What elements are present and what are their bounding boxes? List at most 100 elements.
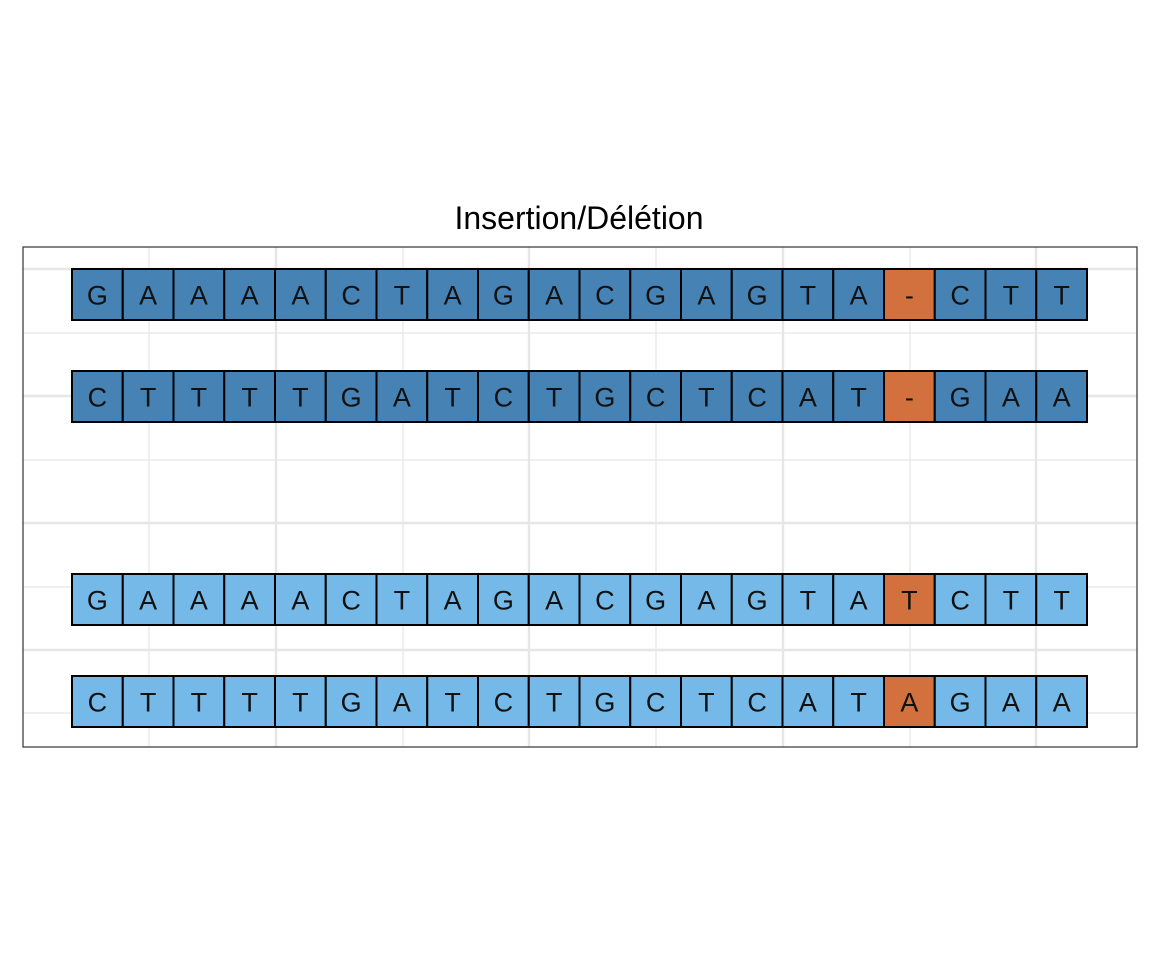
base-cell — [274, 675, 327, 728]
base-cell — [172, 370, 226, 423]
base-label: T — [292, 688, 309, 718]
base-label: T — [546, 688, 563, 718]
base-label: A — [444, 281, 462, 311]
base-cell — [832, 675, 885, 728]
base-cell — [629, 268, 682, 321]
base-cell — [172, 268, 226, 321]
base-cell — [680, 268, 733, 321]
base-label: G — [341, 688, 362, 718]
base-label: A — [393, 383, 411, 413]
base-cell — [71, 370, 124, 423]
base-label: T — [546, 383, 563, 413]
base-label: T — [292, 383, 309, 413]
base-label: A — [697, 586, 715, 616]
base-label: A — [1002, 383, 1020, 413]
base-cell — [121, 675, 175, 728]
base-label: A — [291, 586, 309, 616]
base-cell — [629, 573, 682, 626]
base-label: - — [905, 383, 914, 413]
base-cell — [527, 675, 581, 728]
base-label: C — [950, 586, 970, 616]
base-label: C — [341, 586, 361, 616]
base-label: T — [1003, 281, 1020, 311]
base-cell — [71, 268, 124, 321]
base-label: G — [645, 586, 666, 616]
base-label: T — [394, 281, 411, 311]
base-cell — [984, 573, 1038, 626]
sequence-rows: G A A A A C T A G A C G A G T A - C T TC T T T T G A T C T G C T C A T - G A A… — [71, 268, 1088, 728]
base-cell — [426, 268, 479, 321]
base-cell — [172, 675, 226, 728]
base-cell — [121, 573, 175, 626]
base-label: A — [291, 281, 309, 311]
diagram-title: Insertion/Délétion — [454, 200, 703, 236]
base-cell — [71, 573, 124, 626]
base-label: C — [646, 383, 666, 413]
base-cell — [477, 268, 530, 321]
base-label: A — [393, 688, 411, 718]
base-label: G — [645, 281, 666, 311]
base-cell — [375, 573, 429, 626]
base-cell — [223, 675, 276, 728]
base-label: T — [191, 688, 208, 718]
base-cell — [680, 675, 733, 728]
base-label: G — [747, 586, 768, 616]
base-label: C — [950, 281, 970, 311]
base-label: T — [394, 586, 411, 616]
base-cell — [324, 675, 378, 728]
base-cell — [1035, 573, 1088, 626]
base-label: A — [241, 281, 259, 311]
base-cell — [274, 268, 327, 321]
panel-border — [22, 246, 1138, 748]
base-label: T — [241, 688, 258, 718]
base-cell — [121, 268, 175, 321]
base-label: G — [493, 586, 514, 616]
base-cell — [527, 370, 581, 423]
base-label: A — [697, 281, 715, 311]
base-cell — [933, 370, 987, 423]
base-cell — [71, 675, 124, 728]
base-cell — [477, 573, 530, 626]
base-cell — [426, 370, 479, 423]
base-label: T — [241, 383, 258, 413]
base-cell — [730, 573, 784, 626]
base-cell — [781, 675, 835, 728]
base-cell — [730, 268, 784, 321]
base-label: A — [545, 281, 563, 311]
highlighted-base-cell — [883, 573, 936, 626]
base-cell — [680, 573, 733, 626]
base-cell — [375, 268, 429, 321]
base-label: C — [494, 688, 514, 718]
base-cell — [832, 370, 885, 423]
base-cell — [527, 268, 581, 321]
base-label: C — [646, 688, 666, 718]
base-label: T — [140, 688, 157, 718]
base-label: C — [747, 383, 767, 413]
base-label: A — [190, 586, 208, 616]
base-label: T — [800, 586, 817, 616]
base-label: G — [87, 281, 108, 311]
base-label: C — [494, 383, 514, 413]
base-label: T — [140, 383, 157, 413]
base-label: A — [190, 281, 208, 311]
base-label: A — [1053, 383, 1071, 413]
base-label: C — [595, 586, 615, 616]
base-cell — [426, 675, 479, 728]
base-label: G — [341, 383, 362, 413]
base-cell — [730, 370, 784, 423]
base-cell — [1035, 675, 1088, 728]
base-label: A — [799, 383, 817, 413]
base-label: G — [594, 688, 615, 718]
base-cell — [1035, 268, 1088, 321]
panel-grid — [23, 247, 1137, 747]
base-label: A — [1002, 688, 1020, 718]
base-label: A — [241, 586, 259, 616]
base-label: T — [698, 383, 715, 413]
base-label: T — [901, 586, 918, 616]
base-label: C — [341, 281, 361, 311]
